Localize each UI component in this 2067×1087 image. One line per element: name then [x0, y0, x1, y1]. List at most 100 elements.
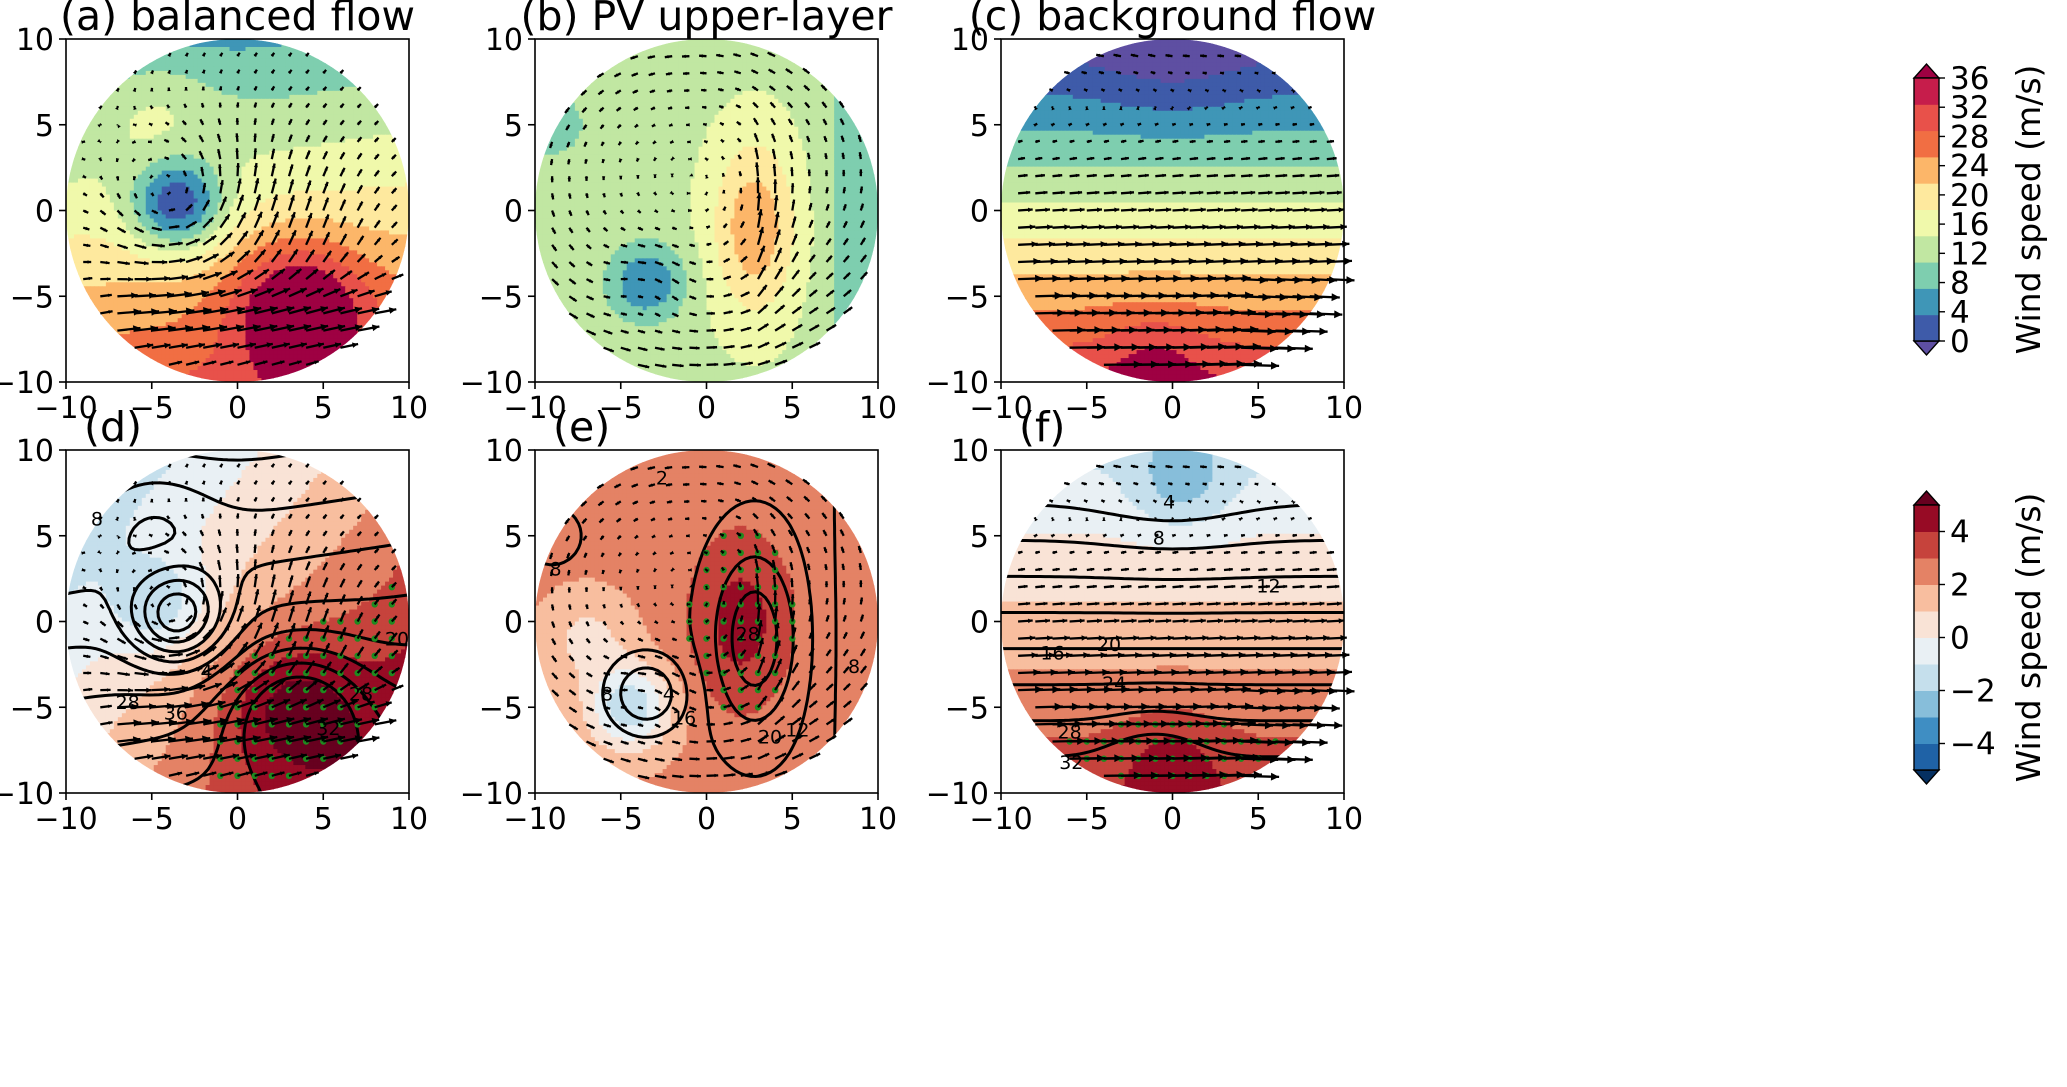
wind-arrowhead [271, 148, 275, 153]
wind-arrowhead [791, 610, 796, 615]
wind-arrowhead [1317, 173, 1322, 178]
wind-arrowhead [734, 70, 739, 74]
wind-arrowhead [686, 123, 690, 127]
wind-arrowhead [1050, 534, 1055, 538]
wind-arrowhead [340, 531, 344, 536]
wind-arrowhead [1070, 550, 1075, 555]
wind-arrowhead [636, 602, 640, 607]
wind-arrowhead [621, 226, 626, 231]
wind-arrowhead [246, 681, 254, 687]
wind-arrowhead [1164, 190, 1169, 195]
wind-arrowhead [824, 547, 828, 552]
wind-arrowhead [1222, 89, 1227, 93]
wind-arrowhead [636, 568, 640, 573]
wind-arrowhead [568, 211, 572, 216]
wind-arrowhead [656, 637, 660, 641]
wind-arrowhead [1119, 517, 1123, 522]
wind-arrowhead [589, 296, 594, 300]
wind-arrowhead [97, 535, 102, 539]
wind-arrowhead [1116, 635, 1122, 641]
wind-arrowhead [589, 707, 594, 711]
wind-arrowhead [810, 237, 814, 242]
wind-arrowhead [710, 294, 714, 299]
wind-arrowhead [771, 544, 775, 549]
wind-arrowhead [274, 641, 280, 647]
wind-arrowhead [360, 646, 364, 651]
wind-arrowhead [1310, 533, 1315, 538]
wind-arrowhead [136, 622, 141, 627]
wind-arrowhead [599, 107, 604, 112]
wind-arrowhead [1261, 550, 1265, 555]
wind-arrowhead [778, 266, 783, 272]
wind-arrowhead [286, 324, 295, 331]
wind-arrowhead [326, 661, 332, 667]
wind-arrowhead [1243, 139, 1248, 144]
wind-arrowhead [753, 513, 757, 518]
wind-arrowhead [585, 605, 589, 609]
wind-arrows [549, 462, 869, 780]
wind-arrowhead [1165, 54, 1170, 58]
wind-arrowhead [1112, 601, 1117, 606]
wind-arrowhead [181, 137, 186, 142]
x-tick-label: 5 [783, 391, 802, 426]
wind-arrowhead [789, 562, 793, 567]
wind-arrowhead [288, 119, 292, 124]
wind-arrowhead [309, 660, 315, 666]
wind-arrowhead [790, 183, 795, 187]
wind-arrowhead [757, 209, 763, 216]
wind-arrowhead [806, 547, 810, 552]
wind-arrowhead [761, 676, 766, 682]
wind-arrowhead [1067, 534, 1072, 538]
wind-arrowhead [1147, 190, 1152, 195]
wind-arrowhead [785, 69, 790, 73]
wind-arrowhead [276, 660, 282, 666]
wind-arrowhead [236, 52, 240, 57]
wind-arrowhead [623, 312, 627, 316]
wind-arrowhead [747, 738, 752, 742]
wind-arrowhead [636, 157, 640, 162]
wind-arrowhead [283, 699, 291, 705]
wind-arrowhead [721, 189, 726, 194]
wind-arrowhead [342, 234, 347, 239]
wind-arrowhead [201, 103, 205, 107]
y-tick-label: 0 [970, 606, 989, 641]
wind-arrowhead [727, 293, 732, 297]
wind-arrowhead [567, 589, 572, 593]
wind-arrowhead [1079, 207, 1085, 213]
wind-arrowhead [609, 348, 614, 352]
wind-arrowhead [236, 306, 245, 314]
wind-arrowhead [772, 164, 777, 168]
wind-arrowhead [1202, 71, 1207, 75]
wind-arrowhead [701, 499, 705, 503]
wind-arrowhead [1246, 156, 1251, 161]
wind-arrowhead [777, 658, 782, 665]
wind-arrowhead [803, 68, 807, 72]
wind-arrowhead [1167, 635, 1174, 641]
wind-arrowhead [719, 105, 723, 109]
wind-arrowhead [1130, 464, 1135, 469]
wind-arrowhead [566, 554, 571, 559]
wind-arrowhead [1273, 517, 1277, 521]
wind-arrowhead [200, 166, 204, 171]
wind-arrowhead [324, 181, 329, 187]
wind-arrowhead [1102, 106, 1106, 110]
wind-arrowhead [1206, 123, 1211, 127]
wind-arrowhead [1097, 207, 1102, 213]
wind-arrowhead [635, 140, 640, 145]
wind-arrowhead [342, 216, 346, 221]
wind-arrowhead [602, 604, 606, 609]
wind-arrowhead [167, 515, 171, 520]
wind-arrowhead [738, 582, 743, 587]
wind-arrowhead [839, 512, 843, 517]
wind-arrowhead [242, 231, 248, 237]
wind-arrowhead [270, 102, 275, 107]
wind-arrowhead [664, 466, 669, 470]
colorbar-swatch [1914, 235, 1939, 263]
wind-arrowhead [1153, 89, 1158, 93]
colorbar-swatch [1914, 78, 1939, 105]
colorbar-swatch [1914, 531, 1939, 559]
wind-arrowhead [1275, 122, 1280, 127]
wind-arrowhead [1148, 464, 1152, 469]
wind-arrowhead [218, 575, 222, 580]
